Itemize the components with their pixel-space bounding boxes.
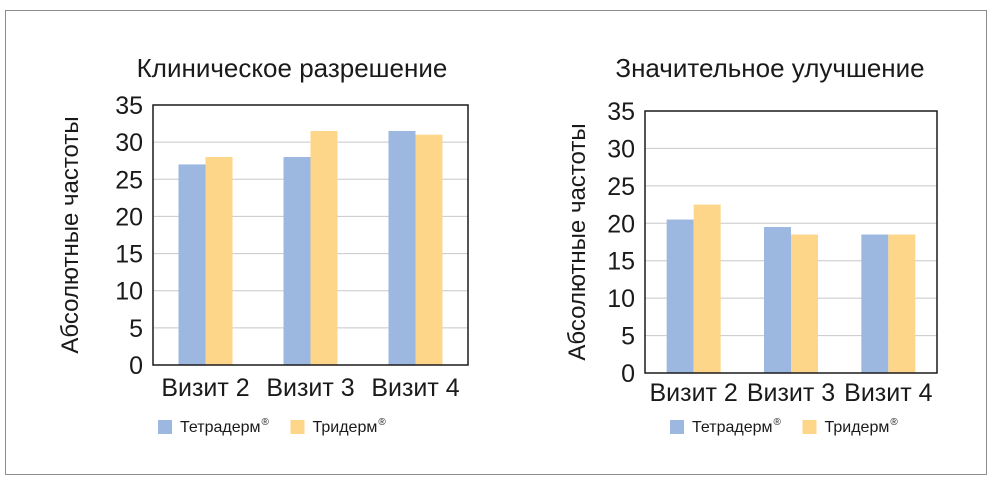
bar: [415, 134, 443, 365]
y-tick-label: 0: [621, 360, 635, 388]
legend-label: Тридерм: [825, 419, 890, 436]
legend-registered-mark: ®: [774, 417, 782, 428]
x-category-label: Визит 4: [371, 374, 459, 402]
legend-label: Тридерм: [313, 419, 378, 436]
legend-label: Тетрадерм: [180, 419, 261, 436]
y-tick-label: 10: [115, 278, 143, 306]
y-axis-label: Абсолютные частоты: [564, 123, 591, 360]
y-tick-label: 5: [621, 323, 635, 351]
legend-label: Тетрадерм: [692, 419, 773, 436]
y-tick-label: 15: [607, 248, 635, 276]
x-category-label: Визит 2: [649, 379, 737, 407]
y-tick-label: 0: [129, 352, 143, 380]
legend-registered-mark: ®: [890, 417, 898, 428]
legend-swatch: [158, 420, 172, 434]
legend-swatch: [290, 420, 305, 434]
bar: [283, 157, 311, 365]
legend-swatch: [802, 420, 817, 434]
bar: [861, 234, 889, 373]
y-tick-label: 15: [115, 241, 143, 269]
y-tick-label: 25: [607, 173, 635, 201]
bar: [178, 164, 206, 365]
x-category-label: Визит 2: [161, 374, 249, 402]
chart-title: Клиническое разрешение: [137, 53, 448, 83]
legend-swatch: [670, 420, 684, 434]
bar: [791, 234, 818, 373]
x-category-label: Визит 3: [266, 374, 354, 402]
bar: [310, 131, 338, 365]
y-tick-label: 20: [607, 210, 635, 238]
bar: [764, 227, 791, 373]
legend-registered-mark: ®: [378, 417, 386, 428]
plot-area-border: [644, 110, 938, 374]
bar: [666, 219, 694, 373]
y-tick-label: 35: [607, 98, 635, 126]
y-tick-label: 20: [115, 203, 143, 231]
chart-2: Значительное улучшение 0 5 10 15 20 25 30 35 Визи…: [564, 53, 938, 436]
y-axis-label: Абсолютные частоты: [57, 116, 84, 353]
chart-1: Клиническое разрешение 0 5 10 15 20 25 30 35 Визи…: [57, 53, 469, 436]
figure-frame: [5, 10, 987, 475]
chart-title: Значительное улучшение: [615, 53, 924, 83]
bar: [205, 157, 233, 365]
y-tick-label: 25: [115, 166, 143, 194]
y-tick-label: 5: [129, 315, 143, 343]
y-tick-label: 35: [115, 92, 143, 120]
bar: [388, 131, 416, 365]
y-tick-label: 10: [607, 285, 635, 313]
y-tick-label: 30: [607, 135, 635, 163]
bar: [888, 234, 916, 373]
y-tick-label: 30: [115, 129, 143, 157]
x-category-label: Визит 3: [747, 379, 835, 407]
x-category-label: Визит 4: [844, 379, 932, 407]
bar: [693, 204, 721, 373]
legend-registered-mark: ®: [262, 417, 270, 428]
plot-area-border: [152, 104, 469, 366]
